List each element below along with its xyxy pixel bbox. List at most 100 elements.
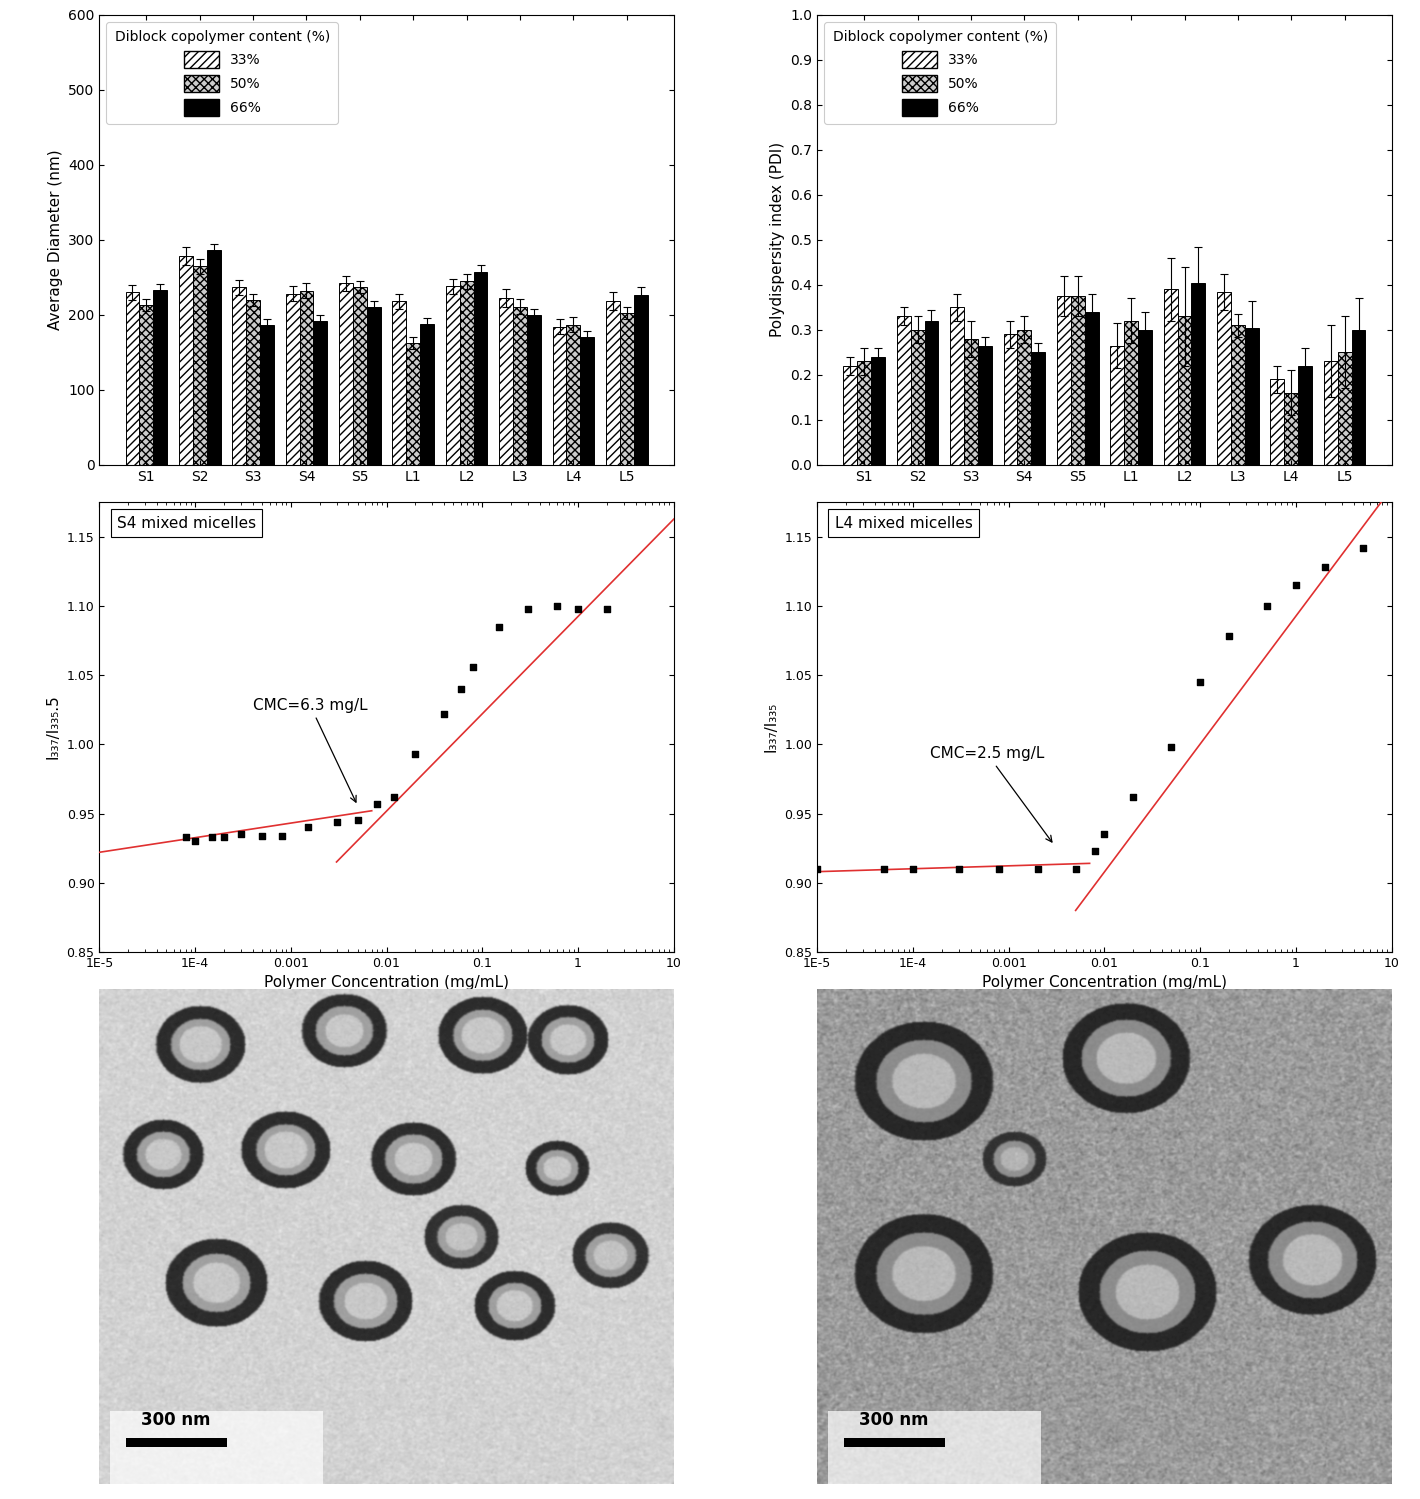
Point [1122,785,1145,809]
Point [366,791,389,815]
Bar [233,288,246,465]
Bar [1191,283,1206,465]
Point [1027,857,1049,881]
Bar [633,295,648,465]
Text: (d): (d) [1092,1015,1118,1033]
Point [200,824,223,848]
Bar [109,1411,322,1489]
Bar [567,325,581,465]
Bar [828,1411,1041,1489]
Bar [1338,352,1352,465]
Point [405,742,427,766]
Bar [153,291,168,465]
Legend: 33%, 50%, 66%: 33%, 50%, 66% [106,22,338,124]
Point [175,824,197,848]
Point [450,678,473,702]
Text: CMC=6.3 mg/L: CMC=6.3 mg/L [253,697,368,802]
Point [230,823,253,847]
Bar [366,307,381,465]
Bar [897,316,910,465]
Bar [139,306,153,465]
Bar [406,343,420,465]
Bar [1284,393,1298,465]
Bar [460,282,474,465]
Point [988,857,1011,881]
Bar [392,301,406,465]
Point [1160,735,1183,758]
Point [807,857,829,881]
Bar [260,325,274,465]
Point [1083,839,1106,863]
Point [902,857,924,881]
Y-axis label: Average Diameter (nm): Average Diameter (nm) [48,150,62,330]
Bar [420,324,435,465]
Bar [1217,292,1231,465]
Bar [1245,328,1258,465]
Bar [207,250,220,465]
Bar [950,307,964,465]
Text: (a): (a) [373,519,399,537]
Point [383,785,406,809]
Bar [527,315,541,465]
Legend: 33%, 50%, 66%: 33%, 50%, 66% [824,22,1056,124]
Bar [339,283,354,465]
Bar [1298,366,1312,465]
Bar [1071,297,1085,465]
Bar [126,1438,227,1448]
Bar [500,298,513,465]
Point [1064,857,1086,881]
Bar [285,294,300,465]
Point [873,857,896,881]
Point [346,808,369,832]
Bar [581,337,594,465]
Bar [910,330,924,465]
Point [1352,535,1375,559]
Point [545,594,568,618]
Text: (b): (b) [1092,519,1118,537]
Point [270,823,293,847]
Bar [125,292,139,465]
Point [297,815,320,839]
Text: S4 mixed micelles: S4 mixed micelles [116,516,256,531]
Point [1285,573,1308,597]
Bar [179,256,193,465]
Bar [552,327,567,465]
Bar [314,321,327,465]
X-axis label: Polymer Concentration (mg/mL): Polymer Concentration (mg/mL) [264,976,508,991]
Point [947,857,970,881]
Point [433,702,456,726]
Bar [1110,346,1125,465]
Bar [1323,361,1338,465]
Bar [1271,379,1284,465]
Bar [1164,289,1177,465]
Point [1314,555,1336,579]
Bar [474,273,487,465]
Bar [924,321,939,465]
Bar [843,1438,944,1448]
Bar [1231,325,1245,465]
Point [1217,625,1240,649]
Bar [858,361,870,465]
Y-axis label: I₃₃₇/I₃₃₅: I₃₃₇/I₃₃₅ [764,702,780,752]
Point [251,823,274,847]
Y-axis label: Polydispersity index (PDI): Polydispersity index (PDI) [770,142,785,337]
Bar [126,1438,227,1448]
Bar [1085,312,1099,465]
Point [1255,594,1278,618]
Text: 300 nm: 300 nm [859,1411,929,1429]
Bar [1004,334,1017,465]
Bar [1125,321,1137,465]
Bar [354,288,366,465]
Point [567,597,589,621]
Bar [513,307,527,465]
X-axis label: Polymer Concentration (mg/mL): Polymer Concentration (mg/mL) [983,976,1227,991]
Bar [978,346,991,465]
Bar [193,267,207,465]
Bar [621,313,633,465]
Point [595,597,618,621]
Bar [1031,352,1045,465]
Point [1189,670,1211,694]
Bar [843,366,858,465]
Point [213,824,236,848]
Bar [1056,297,1071,465]
